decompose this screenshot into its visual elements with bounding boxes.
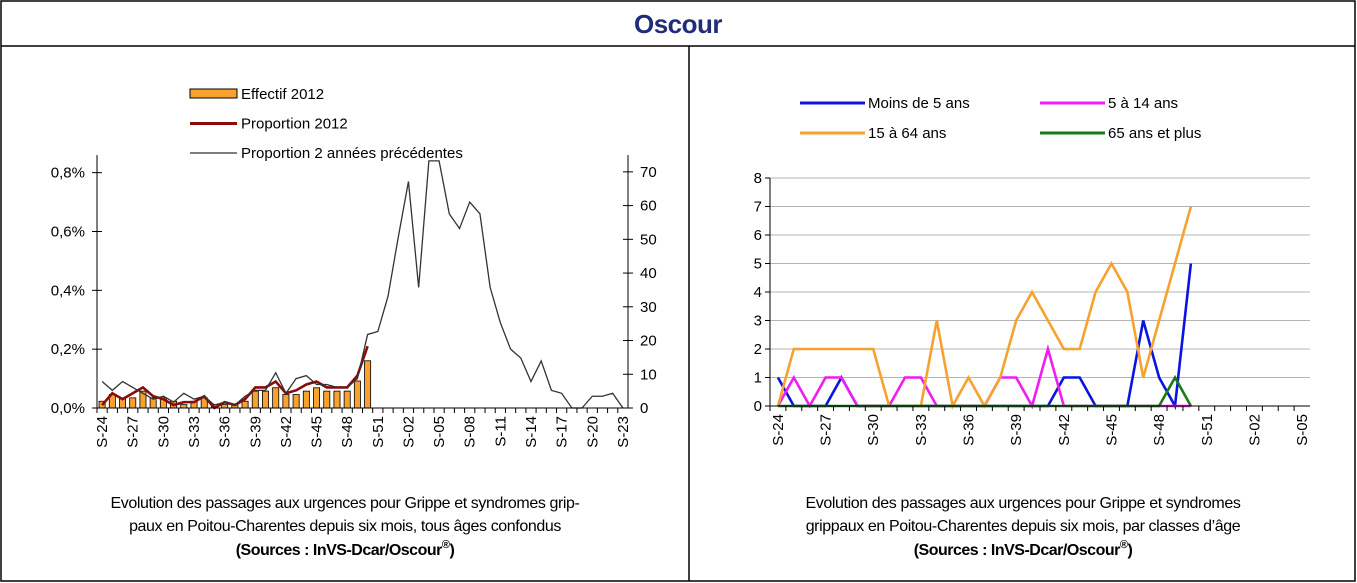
bar xyxy=(262,390,269,409)
x-tick-label: S-11 xyxy=(492,416,509,447)
x-tick-label: S-14 xyxy=(523,416,540,448)
x-tick-label: S-51 xyxy=(370,416,387,448)
y-tick-label: 4 xyxy=(754,284,762,301)
x-tick-label: S-27 xyxy=(818,414,835,446)
series-line xyxy=(101,160,624,409)
x-tick-label: S-39 xyxy=(1008,414,1025,446)
x-tick-label: S-30 xyxy=(155,416,172,448)
y-tick-label: 0,8% xyxy=(51,165,85,182)
bar xyxy=(282,394,290,409)
series-line xyxy=(776,263,1193,411)
bar xyxy=(313,387,321,409)
x-tick-label: S-45 xyxy=(309,416,326,448)
y-tick-label: 6 xyxy=(754,227,762,244)
bar xyxy=(241,400,249,409)
page-title: Oscour xyxy=(634,9,722,39)
x-tick-label: S-48 xyxy=(339,416,356,448)
bar xyxy=(353,380,361,409)
source-text: (Sources : InVS-Dcar/Oscour xyxy=(236,542,442,559)
source-mark: ® xyxy=(1120,539,1128,551)
y2-tick-label: 70 xyxy=(640,164,657,181)
x-tick-label: S-27 xyxy=(125,416,142,448)
y-tick-label: 0,4% xyxy=(51,282,85,299)
x-tick-label: S-20 xyxy=(584,416,601,448)
y-tick-label: 0 xyxy=(754,398,762,415)
y2-tick-label: 20 xyxy=(640,333,657,350)
source: (Sources : InVS-Dcar/Oscour®) xyxy=(914,539,1133,559)
caption: Evolution des passages aux urgences pour… xyxy=(111,495,580,512)
y-tick-label: 0,6% xyxy=(51,223,85,240)
x-tick-label: S-24 xyxy=(770,414,787,446)
x-tick-label: S-08 xyxy=(462,416,479,448)
x-tick-label: S-17 xyxy=(554,416,571,448)
source: (Sources : InVS-Dcar/Oscour®) xyxy=(236,539,455,559)
y-tick-label: 8 xyxy=(754,170,762,187)
x-tick-label: S-51 xyxy=(1199,414,1216,446)
legend-label: 65 ans et plus xyxy=(1108,125,1201,142)
x-tick-label: S-30 xyxy=(865,414,882,446)
source-text: (Sources : InVS-Dcar/Oscour xyxy=(914,542,1120,559)
y-tick-label: 1 xyxy=(754,370,762,387)
bar xyxy=(343,390,351,409)
y2-tick-label: 40 xyxy=(640,265,657,282)
y2-tick-label: 0 xyxy=(640,400,648,417)
y-tick-label: 2 xyxy=(754,341,762,358)
x-tick-label: S-36 xyxy=(217,416,234,448)
bar xyxy=(221,404,229,409)
bar xyxy=(129,397,137,409)
x-tick-label: S-42 xyxy=(1056,414,1073,446)
bar xyxy=(364,360,372,409)
y-tick-label: 7 xyxy=(754,199,762,216)
bar xyxy=(323,390,331,409)
bar xyxy=(333,390,341,409)
y-tick-label: 0,0% xyxy=(51,400,85,417)
y-tick-label: 3 xyxy=(754,313,762,330)
bar xyxy=(292,394,300,409)
y2-tick-label: 60 xyxy=(640,198,657,215)
legend-label: Effectif 2012 xyxy=(241,86,324,103)
legend-swatch xyxy=(189,88,238,99)
x-tick-label: S-02 xyxy=(400,416,417,448)
legend-label: Proportion 2012 xyxy=(241,116,348,133)
y-tick-label: 0,2% xyxy=(51,341,85,358)
source-text: ) xyxy=(449,542,454,559)
series-line xyxy=(776,206,1193,410)
x-tick-label: S-02 xyxy=(1246,414,1263,446)
y2-tick-label: 30 xyxy=(640,299,657,316)
x-tick-label: S-45 xyxy=(1103,414,1120,446)
y2-tick-label: 10 xyxy=(640,366,657,383)
x-tick-label: S-23 xyxy=(615,416,632,448)
x-tick-label: S-33 xyxy=(913,414,930,446)
legend-label: 5 à 14 ans xyxy=(1108,95,1178,112)
x-tick-label: S-33 xyxy=(186,416,203,448)
x-tick-label: S-05 xyxy=(431,416,448,448)
caption: grippaux en Poitou-Charentes depuis six … xyxy=(806,518,1241,535)
x-tick-label: S-24 xyxy=(94,416,111,448)
x-tick-label: S-36 xyxy=(961,414,978,446)
bar xyxy=(302,390,310,409)
bar xyxy=(272,387,280,409)
y2-tick-label: 50 xyxy=(640,231,657,248)
x-tick-label: S-42 xyxy=(278,416,295,448)
legend-label: Moins de 5 ans xyxy=(868,95,970,112)
bar xyxy=(180,404,188,409)
legend-label: 15 à 64 ans xyxy=(868,125,946,142)
legend-label: Proportion 2 années précédentes xyxy=(241,145,463,162)
source-text: ) xyxy=(1127,542,1132,559)
x-tick-label: S-05 xyxy=(1294,414,1311,446)
y-tick-label: 5 xyxy=(754,256,762,273)
caption: Evolution des passages aux urgences pour… xyxy=(806,495,1241,512)
x-tick-label: S-48 xyxy=(1151,414,1168,446)
bar xyxy=(251,390,259,409)
caption: paux en Poitou-Charentes depuis six mois… xyxy=(129,518,561,535)
source-mark: ® xyxy=(442,539,450,551)
x-tick-label: S-39 xyxy=(247,416,264,448)
